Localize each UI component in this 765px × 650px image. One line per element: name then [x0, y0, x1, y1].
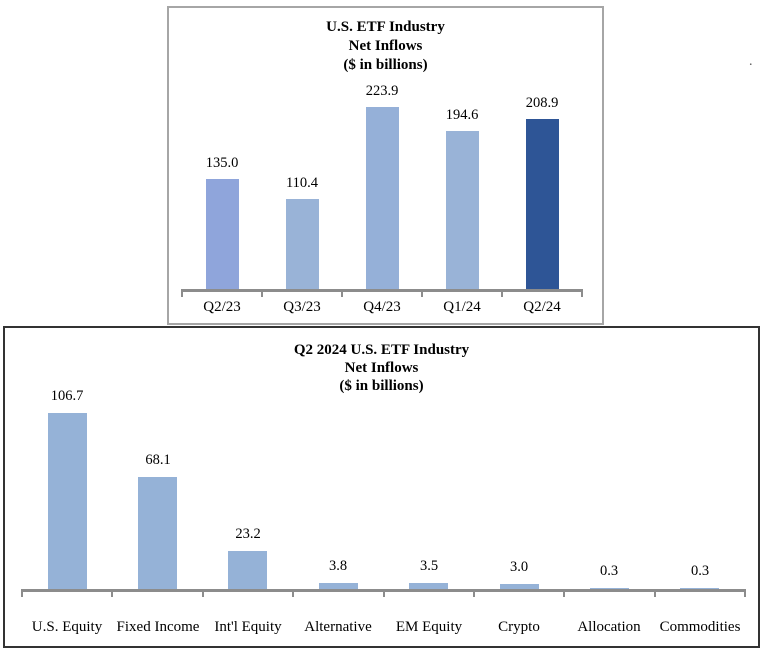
x-axis-tick — [21, 589, 23, 597]
quarterly-chart-title: U.S. ETF Industry Net Inflows ($ in bill… — [169, 18, 602, 75]
stray-period-mark: . — [749, 54, 753, 69]
x-axis-category-label: Fixed Income — [116, 619, 200, 635]
bar-value-label: 3.8 — [328, 558, 348, 574]
category-chart-title: Q2 2024 U.S. ETF Industry Net Inflows ($… — [5, 341, 758, 395]
x-axis-tick — [421, 289, 423, 297]
bar-value-label: 3.0 — [509, 559, 529, 575]
bar-q2-24 — [526, 119, 559, 289]
x-axis-tick — [744, 589, 746, 597]
bar-u-s-equity — [48, 413, 87, 589]
quarterly-chart-title-line2: Net Inflows — [348, 38, 423, 54]
x-axis-tick — [341, 289, 343, 297]
category-chart-title-line1: Q2 2024 U.S. ETF Industry — [293, 342, 470, 358]
category-net-inflows-chart: Q2 2024 U.S. ETF Industry Net Inflows ($… — [3, 326, 760, 648]
x-axis-category-label: Crypto — [498, 619, 540, 635]
bar-value-label: 194.6 — [445, 107, 479, 123]
bar-commodities — [680, 588, 719, 589]
x-axis-tick — [563, 589, 566, 597]
bar-q2-23 — [206, 179, 239, 289]
x-axis-category-label: Commodities — [659, 619, 741, 635]
x-axis-tick — [501, 289, 503, 297]
x-axis-category-label: Q3/23 — [283, 299, 321, 315]
x-axis-category-label: Int'l Equity — [214, 619, 282, 635]
x-axis-tick — [653, 589, 656, 597]
x-axis-tick — [581, 289, 583, 297]
x-axis-category-label: EM Equity — [395, 619, 463, 635]
x-axis-tick — [181, 289, 183, 297]
bar-value-label: 3.5 — [419, 558, 439, 574]
quarterly-net-inflows-chart: U.S. ETF Industry Net Inflows ($ in bill… — [167, 6, 604, 325]
category-chart-title-line3: ($ in billions) — [339, 378, 424, 394]
bar-allocation — [590, 588, 629, 589]
x-axis-category-label: Allocation — [577, 619, 641, 635]
bar-value-label: 0.3 — [599, 563, 619, 579]
bar-fixed-income — [138, 477, 177, 589]
bar-value-label: 223.9 — [365, 83, 399, 99]
bar-value-label: 106.7 — [50, 388, 84, 404]
x-axis-line — [182, 289, 582, 292]
x-axis-category-label: Q2/24 — [523, 299, 561, 315]
quarterly-chart-title-line1: U.S. ETF Industry — [326, 19, 445, 35]
x-axis-category-label: Q4/23 — [363, 299, 401, 315]
bar-em-equity — [409, 583, 448, 589]
quarterly-chart-plot-area: 135.0 Q2/23 110.4 Q3/23 223.9 Q4/23 194.6 Q1/24… — [169, 8, 602, 323]
category-chart-title-line2: Net Inflows — [344, 360, 419, 376]
x-axis-category-label: Q1/24 — [443, 299, 481, 315]
x-axis-category-label: U.S. Equity — [31, 619, 103, 635]
bar-value-label: 23.2 — [235, 526, 261, 542]
category-chart-plot-area: 106.7 U.S. Equity 68.1 Fixed Income 23.2 Int'… — [5, 328, 758, 646]
x-axis-tick — [292, 589, 295, 597]
x-axis-tick — [382, 589, 385, 597]
bar-value-label: 68.1 — [145, 452, 171, 468]
bar-crypto — [500, 584, 539, 589]
bar-q4-23 — [366, 107, 399, 289]
x-axis-tick — [472, 589, 475, 597]
x-axis-category-label: Q2/23 — [203, 299, 241, 315]
bar-value-label: 0.3 — [690, 563, 710, 579]
x-axis-category-label: Alternative — [304, 619, 372, 635]
bar-q1-24 — [446, 131, 479, 289]
x-axis-tick — [201, 589, 204, 597]
bar-value-label: 208.9 — [525, 95, 559, 111]
bar-int-l-equity — [228, 551, 267, 589]
bar-q3-23 — [286, 199, 319, 289]
bar-value-label: 110.4 — [285, 175, 319, 191]
x-axis-tick — [261, 289, 263, 297]
quarterly-chart-title-line3: ($ in billions) — [343, 57, 428, 73]
bar-value-label: 135.0 — [205, 155, 239, 171]
x-axis-tick — [111, 589, 114, 597]
bar-alternative — [319, 583, 358, 589]
